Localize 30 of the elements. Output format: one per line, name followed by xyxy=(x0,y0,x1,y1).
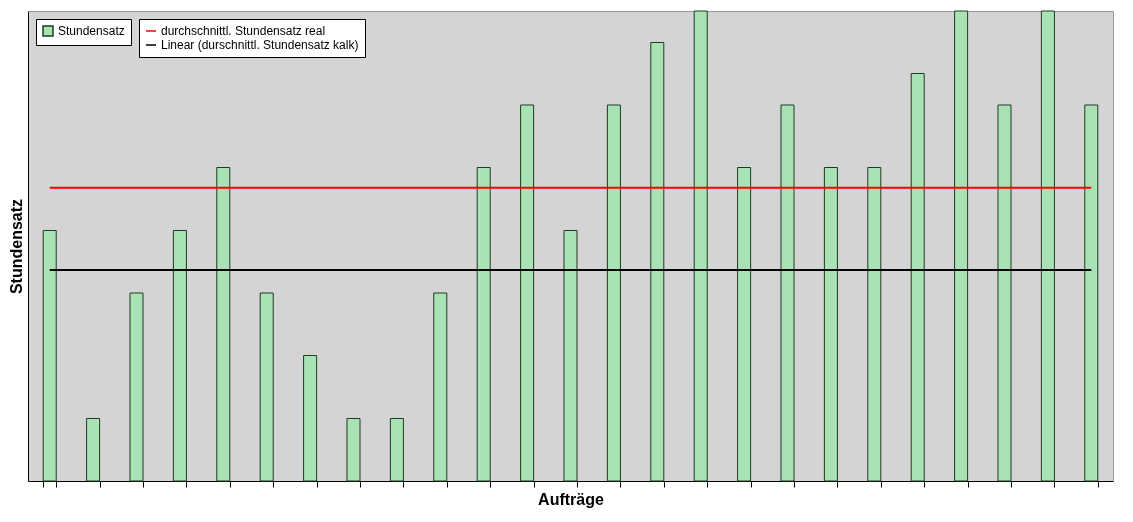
bar xyxy=(997,104,1012,482)
bar xyxy=(389,417,404,482)
legend-label: Linear (durschnittl. Stundensatz kalk) xyxy=(161,38,359,52)
bar xyxy=(954,10,969,482)
legend-label: durchschnittl. Stundensatz real xyxy=(161,24,326,38)
bar xyxy=(1084,104,1099,482)
bar xyxy=(606,104,621,482)
bar xyxy=(910,73,925,482)
bar xyxy=(86,417,101,482)
bar xyxy=(737,167,752,482)
bar xyxy=(346,417,361,482)
bar xyxy=(129,292,144,482)
bar xyxy=(42,229,57,482)
bar xyxy=(476,167,491,482)
bar xyxy=(780,104,795,482)
bar xyxy=(693,10,708,482)
bar xyxy=(823,167,838,482)
x-axis-title: Aufträge xyxy=(538,491,604,508)
bar xyxy=(1040,10,1055,482)
bar xyxy=(563,229,578,482)
bar xyxy=(867,167,882,482)
bar xyxy=(650,41,665,482)
legend-label: Stundensatz xyxy=(58,24,125,38)
bar xyxy=(172,229,187,482)
bar xyxy=(520,104,535,482)
bar xyxy=(303,355,318,482)
bar xyxy=(259,292,274,482)
y-axis-title: Stundensatz xyxy=(7,198,25,295)
bar xyxy=(216,167,231,482)
bar xyxy=(433,292,448,482)
